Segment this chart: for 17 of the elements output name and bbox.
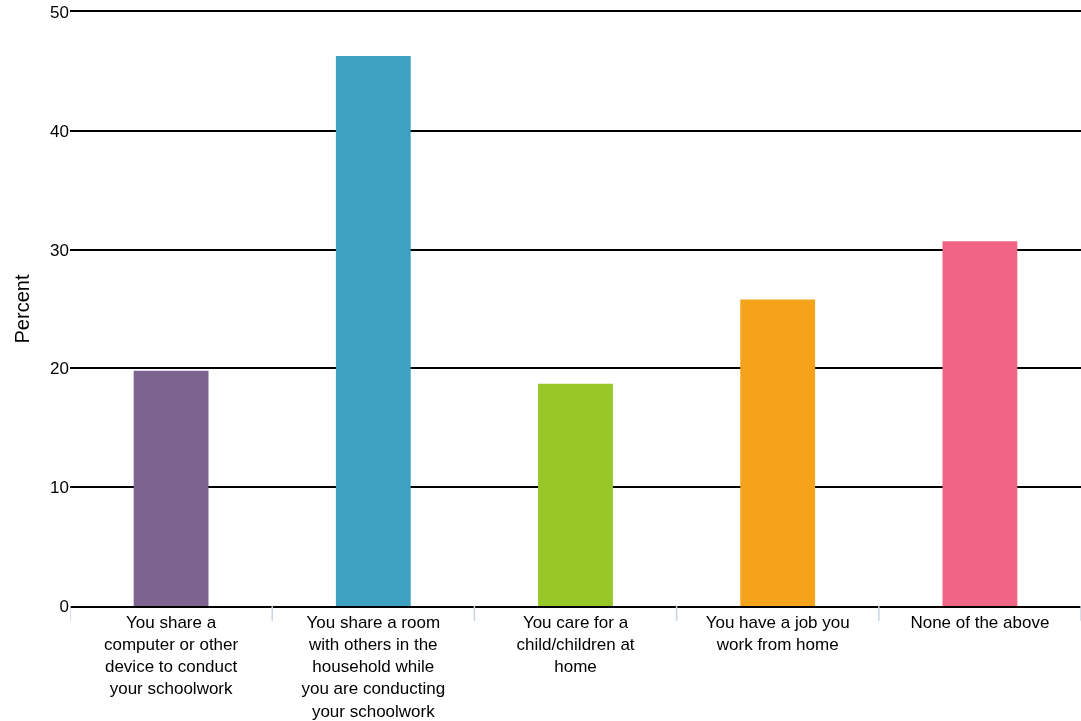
- bar: [538, 383, 613, 606]
- y-tick-label: 30: [50, 240, 69, 260]
- x-tick-label: You share a computer or other device to conduct your schoolwork: [104, 613, 239, 699]
- x-tick-label: You have a job you work from home: [705, 613, 850, 655]
- y-tick-label: 10: [50, 478, 69, 498]
- y-axis-title: Percent: [10, 274, 33, 344]
- y-tick-label: 50: [50, 2, 69, 22]
- y-tick-label: 20: [50, 359, 69, 379]
- bar: [740, 299, 816, 606]
- bar: [133, 370, 209, 606]
- x-tick-label: None of the above: [910, 613, 1050, 633]
- x-tick-label: You care for a child/children at home: [516, 613, 635, 677]
- bar: [335, 55, 411, 606]
- bar: [942, 241, 1018, 606]
- y-tick-label: 40: [50, 121, 69, 141]
- x-tick-label: You share a room with others in the household while you are conducting your schoolwork: [301, 613, 446, 721]
- y-tick-label: 0: [59, 596, 69, 616]
